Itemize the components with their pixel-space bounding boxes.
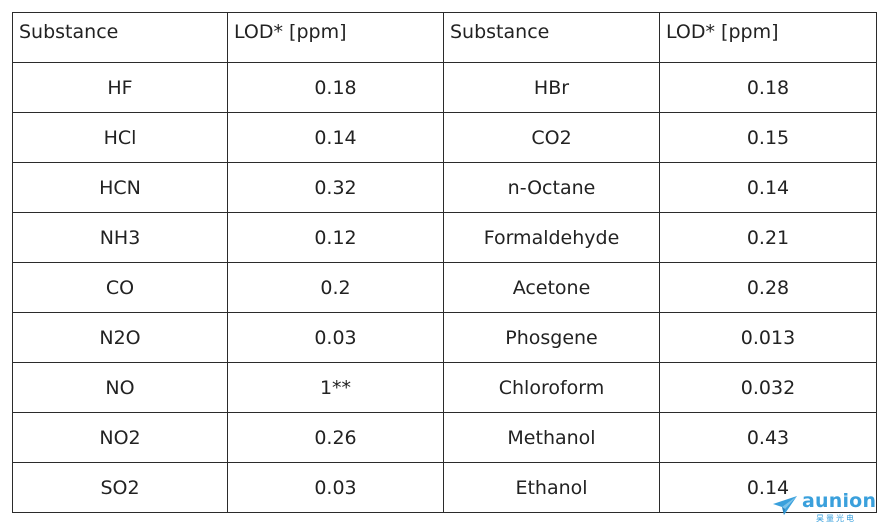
lod-cell: 0.15 <box>659 112 877 163</box>
substance-cell: NO2 <box>12 412 228 463</box>
substance-cell: Ethanol <box>443 462 660 513</box>
header-substance-1: Substance <box>12 12 228 63</box>
substance-cell: Formaldehyde <box>443 212 660 263</box>
substance-cell: HBr <box>443 62 660 113</box>
lod-cell: 0.32 <box>227 162 444 213</box>
substance-cell: HCl <box>12 112 228 163</box>
lod-cell: 0.26 <box>227 412 444 463</box>
table-row: N2O 0.03 Phosgene 0.013 <box>12 312 877 363</box>
lod-cell: 0.032 <box>659 362 877 413</box>
lod-cell: 0.013 <box>659 312 877 363</box>
substance-cell: N2O <box>12 312 228 363</box>
substance-cell: SO2 <box>12 462 228 513</box>
table-row: HF 0.18 HBr 0.18 <box>12 62 877 113</box>
lod-cell: 0.2 <box>227 262 444 313</box>
lod-cell: 0.14 <box>659 462 877 513</box>
lod-cell: 0.03 <box>227 462 444 513</box>
substance-cell: Acetone <box>443 262 660 313</box>
watermark-text: aunion <box>802 490 877 512</box>
table-row: HCl 0.14 CO2 0.15 <box>12 112 877 163</box>
lod-cell: 0.21 <box>659 212 877 263</box>
header-lod-2: LOD* [ppm] <box>659 12 877 63</box>
substance-cell: NO <box>12 362 228 413</box>
paper-plane-icon <box>773 496 797 515</box>
substance-cell: Chloroform <box>443 362 660 413</box>
lod-cell: 0.43 <box>659 412 877 463</box>
aunion-watermark: aunion 昊量光电 <box>772 490 877 523</box>
lod-cell: 0.14 <box>227 112 444 163</box>
substance-cell: HF <box>12 62 228 113</box>
table-row: NO2 0.26 Methanol 0.43 <box>12 412 877 463</box>
table-row: HCN 0.32 n-Octane 0.14 <box>12 162 877 213</box>
lod-table: Substance LOD* [ppm] Substance LOD* [ppm… <box>12 12 877 513</box>
table-header-row: Substance LOD* [ppm] Substance LOD* [ppm… <box>12 12 877 63</box>
watermark-subtext: 昊量光电 <box>816 514 856 523</box>
lod-cell: 0.18 <box>659 62 877 113</box>
table-row: NH3 0.12 Formaldehyde 0.21 <box>12 212 877 263</box>
table-row: CO 0.2 Acetone 0.28 <box>12 262 877 313</box>
lod-cell: 1** <box>227 362 444 413</box>
substance-cell: CO <box>12 262 228 313</box>
substance-cell: CO2 <box>443 112 660 163</box>
table-row: SO2 0.03 Ethanol 0.14 <box>12 462 877 513</box>
lod-cell: 0.14 <box>659 162 877 213</box>
substance-cell: HCN <box>12 162 228 213</box>
lod-cell: 0.18 <box>227 62 444 113</box>
header-lod-1: LOD* [ppm] <box>227 12 444 63</box>
substance-cell: Phosgene <box>443 312 660 363</box>
substance-cell: n-Octane <box>443 162 660 213</box>
lod-cell: 0.03 <box>227 312 444 363</box>
table-row: NO 1** Chloroform 0.032 <box>12 362 877 413</box>
substance-cell: NH3 <box>12 212 228 263</box>
substance-cell: Methanol <box>443 412 660 463</box>
lod-cell: 0.28 <box>659 262 877 313</box>
header-substance-2: Substance <box>443 12 660 63</box>
lod-cell: 0.12 <box>227 212 444 263</box>
